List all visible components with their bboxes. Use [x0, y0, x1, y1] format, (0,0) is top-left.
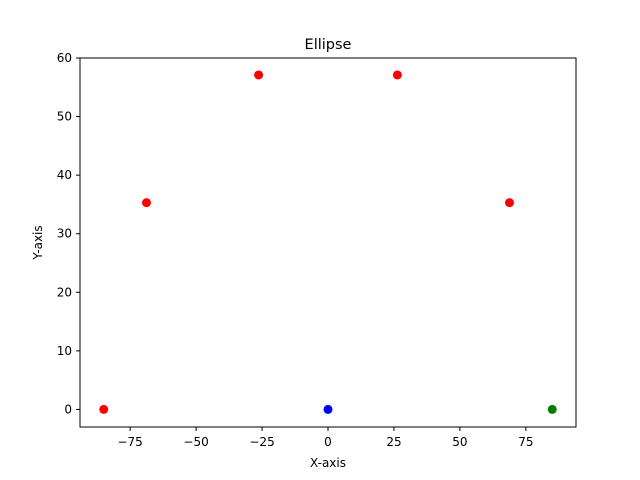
data-point — [254, 70, 264, 80]
data-point — [99, 404, 109, 414]
y-axis-label: Y-axis — [31, 225, 45, 260]
y-tick-label: 20 — [57, 285, 72, 299]
y-tick-label: 60 — [57, 51, 72, 65]
data-point — [547, 404, 557, 414]
points-layer — [99, 70, 557, 414]
data-point — [141, 198, 151, 208]
data-point — [323, 404, 333, 414]
chart-title: Ellipse — [305, 37, 352, 53]
x-tick-label: 25 — [386, 435, 401, 449]
y-tick-label: 40 — [57, 168, 72, 182]
x-tick-label: 50 — [452, 435, 467, 449]
data-point — [505, 198, 515, 208]
data-point — [392, 70, 402, 80]
x-tick-label: −25 — [249, 435, 274, 449]
y-tick-label: 30 — [57, 227, 72, 241]
y-axis-ticks: 0 10 20 30 40 50 60 — [57, 51, 80, 416]
x-tick-label: 0 — [324, 435, 332, 449]
x-axis-label: X-axis — [310, 456, 346, 470]
y-tick-label: 0 — [64, 402, 72, 416]
x-tick-label: −50 — [183, 435, 208, 449]
x-tick-label: 75 — [518, 435, 533, 449]
x-tick-label: −75 — [117, 435, 142, 449]
x-axis-ticks: −75 −50 −25 0 25 50 75 — [117, 427, 534, 449]
y-tick-label: 50 — [57, 110, 72, 124]
y-tick-label: 10 — [57, 344, 72, 358]
